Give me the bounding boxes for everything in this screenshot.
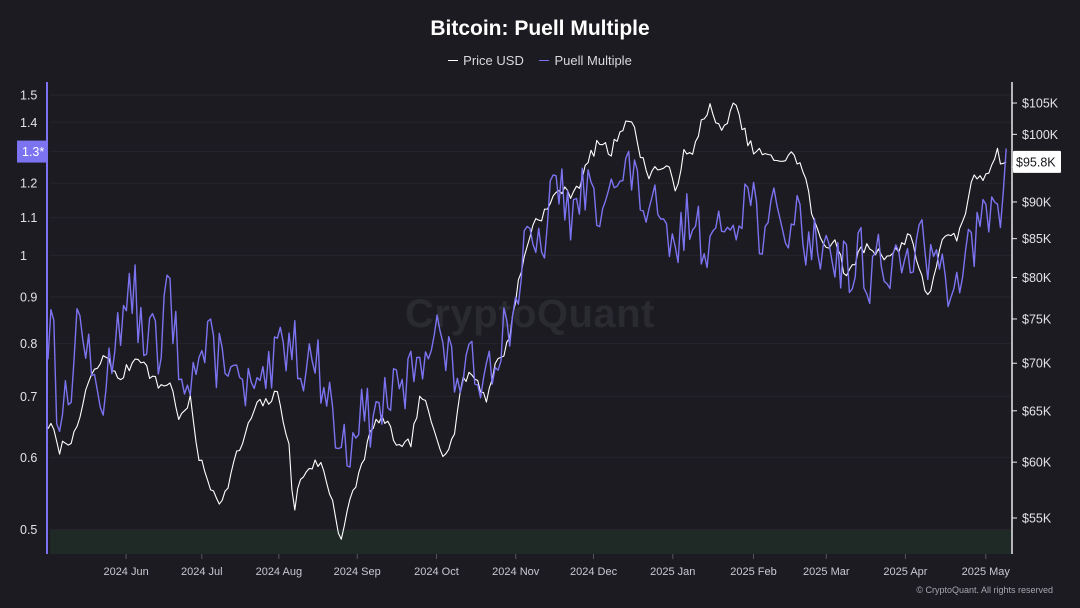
left-tick-label-4: 0.9 [20, 291, 37, 305]
x-tick-label-10: 2025 Apr [883, 566, 927, 578]
left-current-marker-box [17, 140, 48, 163]
left-tick-label-7: 1.2 [20, 177, 37, 191]
left-tick-label-2: 0.7 [20, 390, 37, 404]
legend-swatch-price [448, 59, 459, 62]
watermark: CryptoQuant [405, 292, 655, 336]
right-tick-label-1: $60K [1022, 456, 1052, 470]
left-tick-label-5: 1 [20, 249, 27, 263]
x-tick-label-11: 2025 May [962, 566, 1011, 578]
left-tick-label-0: 0.5 [20, 523, 37, 537]
x-tick-label-4: 2024 Oct [414, 566, 459, 578]
left-axis-line [46, 82, 48, 554]
legend: Price USD Puell Multiple [0, 53, 1080, 68]
right-current-marker-label: $95.8K [1016, 155, 1056, 169]
x-tick-label-8: 2025 Feb [730, 566, 776, 578]
chart-title: Bitcoin: Puell Multiple [430, 17, 650, 40]
series-line-puell-multiple [47, 148, 1007, 468]
left-current-marker-label: 1.3* [22, 145, 44, 159]
right-tick-label-9: $100K [1022, 128, 1059, 142]
left-tick-label-9: 1.4 [20, 116, 37, 130]
right-tick-label-0: $55K [1022, 512, 1052, 526]
legend-label-puell: Puell Multiple [554, 53, 632, 68]
x-tick-label-2: 2024 Aug [256, 566, 303, 578]
legend-swatch-puell [539, 59, 550, 62]
x-tick-label-5: 2024 Nov [492, 566, 540, 578]
x-tick-label-7: 2025 Jan [650, 566, 695, 578]
x-tick-label-9: 2025 Mar [803, 566, 850, 578]
copyright-text: © CryptoQuant. All rights reserved [916, 585, 1053, 595]
right-tick-label-2: $65K [1022, 404, 1052, 418]
left-tick-label-1: 0.6 [20, 451, 37, 465]
legend-item-puell[interactable]: Puell Multiple [539, 53, 632, 68]
x-tick-label-1: 2024 Jul [181, 566, 223, 578]
left-tick-label-6: 1.1 [20, 211, 37, 225]
series-line-price-usd [47, 102, 1007, 540]
right-tick-label-7: $90K [1022, 195, 1052, 209]
right-tick-label-3: $70K [1022, 357, 1052, 371]
left-tick-label-3: 0.8 [20, 337, 37, 351]
x-tick-label-6: 2024 Dec [570, 566, 618, 578]
legend-label-price: Price USD [463, 53, 524, 68]
right-tick-label-4: $75K [1022, 312, 1052, 326]
right-current-marker-box [1013, 150, 1061, 173]
right-tick-label-6: $85K [1022, 232, 1052, 246]
right-tick-label-10: $105K [1022, 97, 1059, 111]
x-tick-label-0: 2024 Jun [103, 566, 148, 578]
right-tick-label-5: $80K [1022, 271, 1052, 285]
legend-item-price[interactable]: Price USD [448, 53, 524, 68]
x-tick-label-3: 2024 Sep [334, 566, 381, 578]
shaded-zone [50, 529, 1011, 554]
left-tick-label-10: 1.5 [20, 88, 37, 102]
